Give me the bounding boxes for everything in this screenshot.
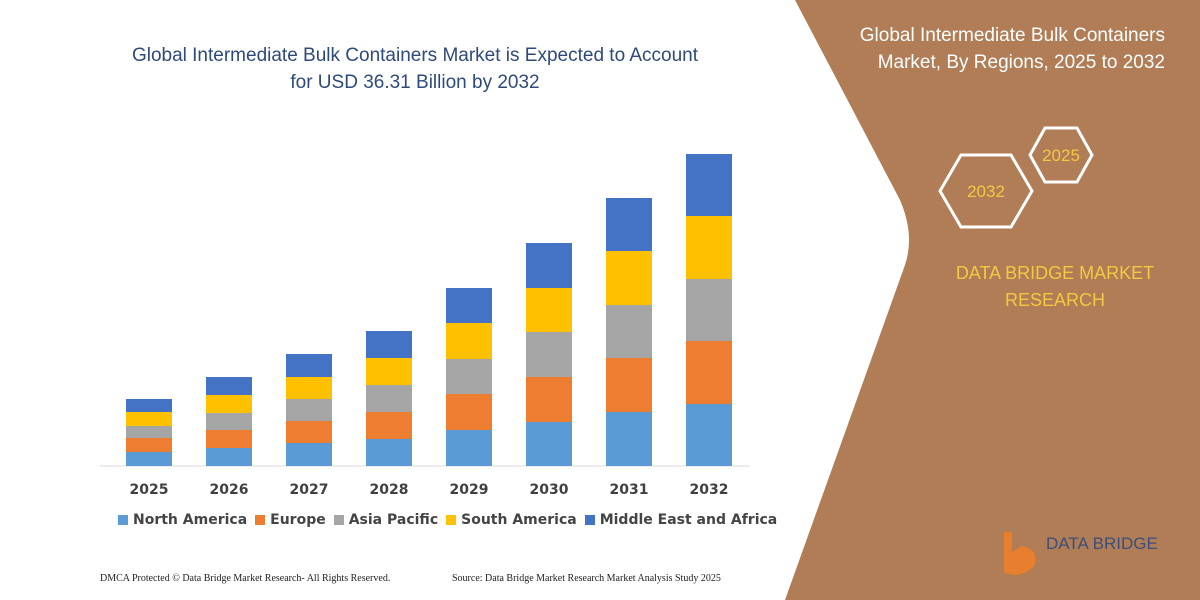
- legend-swatch: [118, 515, 128, 525]
- hexagon-label: 2025: [1042, 146, 1080, 165]
- x-tick-label: 2026: [210, 482, 249, 498]
- bar-segment: [686, 279, 732, 341]
- bar-segment: [526, 288, 572, 332]
- bar-segment: [366, 358, 412, 385]
- legend-item: Europe: [255, 512, 326, 528]
- legend-label: Europe: [270, 512, 326, 528]
- side-panel: [785, 0, 1200, 600]
- legend-label: Asia Pacific: [348, 512, 439, 528]
- legend-item: Asia Pacific: [333, 512, 439, 528]
- bar-segment: [126, 452, 172, 466]
- bar-segment: [526, 377, 572, 422]
- legend-label: Middle East and Africa: [599, 512, 778, 528]
- bar-segment: [686, 341, 732, 404]
- legend-swatch: [584, 515, 595, 525]
- bar-segment: [286, 443, 332, 466]
- x-tick-label: 2032: [690, 482, 729, 498]
- bar-segment: [606, 305, 652, 358]
- bar-segment: [446, 430, 492, 466]
- bar-segment: [366, 331, 412, 358]
- bar-segment: [446, 359, 492, 394]
- legend-item: South America: [446, 512, 577, 528]
- bar-segment: [206, 377, 252, 395]
- legend-item: North America: [118, 512, 247, 528]
- bar-segment: [206, 448, 252, 466]
- bar-segment: [606, 358, 652, 412]
- x-tick-label: 2031: [610, 482, 649, 498]
- bar-segment: [686, 404, 732, 466]
- bar-segment: [366, 385, 412, 412]
- x-tick-label: 2028: [370, 482, 409, 498]
- bar-segment: [686, 154, 732, 216]
- hexagon: [1028, 126, 1094, 184]
- bar-segment: [206, 413, 252, 430]
- legend-label: North America: [133, 512, 248, 528]
- logo-icon: [1004, 532, 1036, 575]
- panel-title: Global Intermediate Bulk Containers Mark…: [859, 25, 1165, 73]
- hexagon: [938, 153, 1034, 229]
- bar-segment: [286, 399, 332, 421]
- bar-segment: [126, 438, 172, 452]
- bar-segment: [606, 412, 652, 466]
- x-tick-label: 2027: [290, 482, 329, 498]
- bar-segment: [366, 412, 412, 439]
- bar-segment: [286, 354, 332, 377]
- hexagon-label: 2032: [967, 182, 1005, 201]
- legend-swatch: [255, 515, 266, 525]
- bar-segment: [126, 412, 172, 426]
- bar-segment: [446, 288, 492, 323]
- legend-label: South America: [461, 512, 577, 528]
- bar-segment: [126, 426, 172, 438]
- legend: North America Europe Asia Pacific South Ame…: [118, 512, 777, 528]
- bar-segment: [526, 332, 572, 377]
- x-tick-label: 2025: [130, 482, 169, 498]
- logo-text: DATA BRIDGE: [1046, 534, 1158, 553]
- bar-segment: [286, 421, 332, 443]
- bar-segment: [206, 430, 252, 448]
- chart-title: Global Intermediate Bulk Containers Mark…: [131, 45, 699, 93]
- bar-segment: [286, 377, 332, 399]
- bar-segment: [126, 399, 172, 412]
- copyright: DMCA Protected © Data Bridge Market Rese…: [100, 573, 391, 584]
- bar-segment: [446, 394, 492, 430]
- bar-segment: [366, 439, 412, 466]
- bar-segment: [526, 422, 572, 466]
- bar-segment: [526, 243, 572, 288]
- legend-swatch: [333, 515, 344, 525]
- x-tick-label: 2030: [530, 482, 569, 498]
- source: Source: Data Bridge Market Research Mark…: [452, 573, 721, 584]
- legend-swatch: [446, 515, 457, 525]
- brand: DATA BRIDGE MARKET RESEARCH: [955, 263, 1155, 310]
- x-tick-label: 2029: [450, 482, 489, 498]
- bar-segment: [606, 198, 652, 251]
- bar-segment: [446, 323, 492, 359]
- legend-item: Middle East and Africa: [584, 512, 778, 528]
- bar-segment: [686, 216, 732, 279]
- bar-segment: [206, 395, 252, 413]
- bar-segment: [606, 251, 652, 305]
